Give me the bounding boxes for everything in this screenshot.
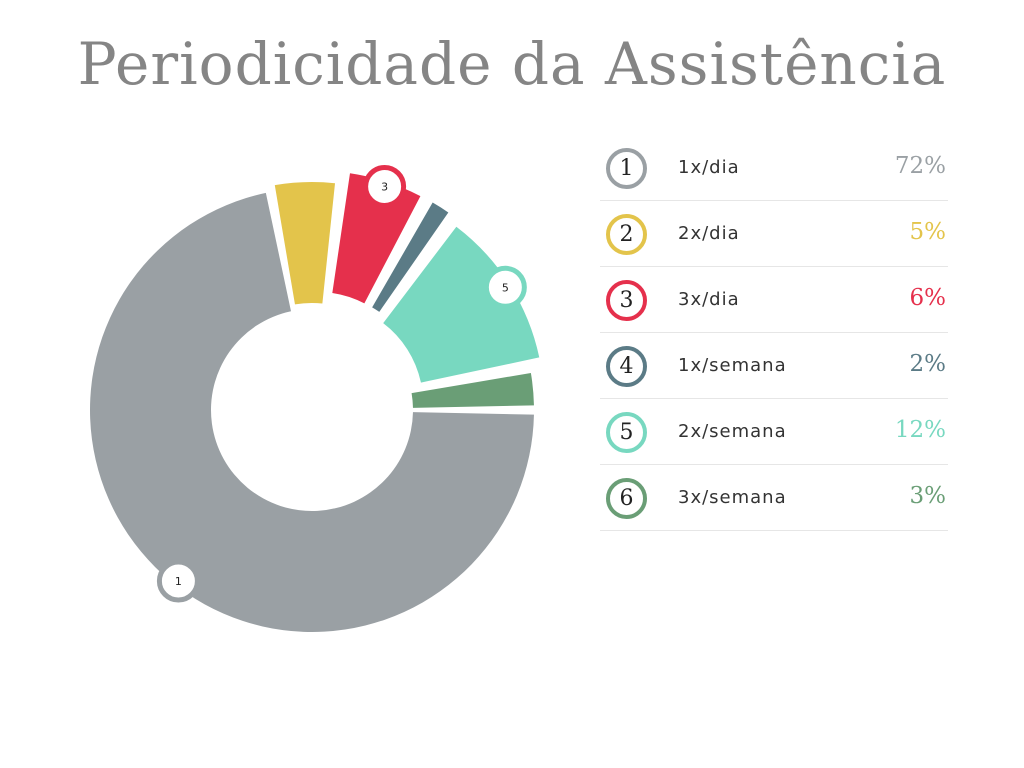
legend-percent: 6%	[909, 285, 947, 311]
legend-percent: 2%	[909, 351, 947, 377]
legend-item: 4 1x/semana 2%	[600, 333, 948, 399]
legend-item: 2 2x/dia 5%	[600, 201, 948, 267]
legend-percent: 12%	[894, 417, 946, 443]
slice-1	[90, 192, 534, 632]
callout-label: 3	[381, 181, 388, 194]
legend-number: 2	[606, 214, 647, 255]
legend-percent: 3%	[909, 483, 947, 509]
slice-6	[411, 372, 534, 408]
slice-3	[332, 173, 421, 304]
slice-2	[274, 182, 336, 305]
callout-circle	[156, 559, 200, 603]
legend-item: 5 2x/semana 12%	[600, 399, 948, 465]
legend-label: 3x/semana	[678, 487, 787, 508]
callout-label: 1	[175, 575, 182, 588]
callout-5: 5	[483, 265, 527, 309]
legend: 1 1x/dia 72% 2 2x/dia 5% 3 3x/dia 6% 4 1x/semana 2%…	[600, 135, 948, 531]
legend-label: 1x/dia	[678, 157, 740, 178]
legend-number: 4	[606, 346, 647, 387]
legend-number: 6	[606, 478, 647, 519]
legend-number: 5	[606, 412, 647, 453]
legend-label: 1x/semana	[678, 355, 787, 376]
legend-item: 3 3x/dia 6%	[600, 267, 948, 333]
slice-5	[383, 226, 540, 383]
slice-4	[372, 202, 449, 312]
callout-label: 5	[502, 281, 509, 294]
callout-circle	[363, 165, 407, 209]
chart-title: Periodicidade da Assistência	[77, 30, 947, 98]
callout-circle	[483, 265, 527, 309]
legend-label: 2x/dia	[678, 223, 740, 244]
legend-label: 3x/dia	[678, 289, 740, 310]
legend-number: 3	[606, 280, 647, 321]
legend-percent: 72%	[894, 153, 946, 179]
legend-number: 1	[606, 148, 647, 189]
donut-chart: 5 3 1	[90, 165, 540, 632]
legend-item: 1 1x/dia 72%	[600, 135, 948, 201]
legend-label: 2x/semana	[678, 421, 787, 442]
callout-3: 3	[363, 165, 407, 209]
legend-item: 6 3x/semana 3%	[600, 465, 948, 531]
callout-1: 1	[156, 559, 200, 603]
legend-percent: 5%	[909, 219, 947, 245]
